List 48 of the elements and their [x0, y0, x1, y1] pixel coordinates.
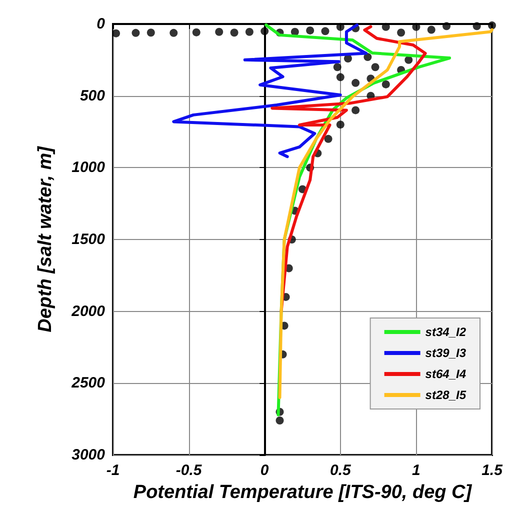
point	[397, 28, 406, 37]
y-tick-label: 2500	[70, 374, 106, 392]
point	[442, 22, 451, 30]
point	[336, 120, 344, 129]
point	[230, 28, 238, 37]
point	[245, 28, 254, 36]
point	[404, 56, 413, 64]
point	[215, 28, 224, 36]
x-tick-label: 1	[412, 462, 420, 479]
legend-label: st39_I3	[425, 346, 466, 360]
x-axis-title: Potential Temperature [ITS-90, deg C]	[133, 482, 472, 503]
y-axis-title: Depth [salt water, m]	[35, 146, 56, 332]
x-tick-label: 1.5	[482, 462, 504, 479]
point	[112, 29, 120, 38]
point	[321, 27, 330, 36]
point	[276, 416, 284, 425]
point	[192, 28, 200, 36]
point	[412, 22, 420, 31]
x-tick-label: 0.5	[330, 462, 352, 479]
point	[336, 73, 344, 82]
point	[382, 22, 390, 31]
x-tick-label: -1	[106, 462, 120, 479]
y-tick-label: 1000	[72, 159, 106, 176]
point	[324, 134, 332, 143]
point	[382, 80, 390, 88]
y-tick-label: 2000	[70, 302, 106, 320]
y-tick-label: 1500	[72, 231, 106, 248]
point	[146, 28, 155, 37]
point	[336, 22, 344, 31]
point	[306, 26, 314, 34]
legend-label: st64_I4	[425, 367, 466, 381]
y-tick-label: 3000	[72, 446, 106, 464]
y-tick-label: 0	[96, 16, 106, 32]
point	[472, 22, 481, 30]
point	[364, 53, 372, 62]
point	[260, 27, 269, 36]
legend-label: st34_I2	[425, 325, 466, 339]
point	[352, 106, 360, 114]
x-tick-label: -0.5	[176, 462, 202, 479]
point	[132, 28, 140, 37]
point	[427, 26, 436, 34]
point	[170, 28, 178, 37]
legend-label: st28_I5	[425, 388, 466, 402]
y-tick-label: 500	[80, 87, 106, 104]
point	[333, 63, 342, 72]
point	[371, 63, 380, 72]
point	[352, 78, 360, 87]
x-tick-label: 0	[260, 462, 270, 479]
